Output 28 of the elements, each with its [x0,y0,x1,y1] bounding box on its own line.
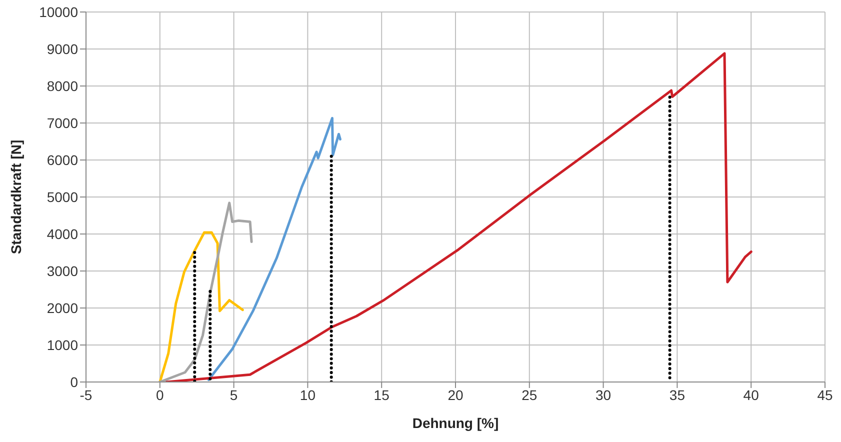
x-tick-label: 10 [300,386,316,403]
x-axis-title: Dehnung [%] [412,415,499,431]
x-tick-label: 25 [522,386,538,403]
x-tick-label: 35 [669,386,686,403]
y-tick-label: 7000 [46,114,78,131]
x-tick-label: 15 [374,386,390,403]
y-tick-label: 8000 [46,78,78,94]
y-tick-label: 10000 [39,4,78,20]
x-tick-label: -5 [80,386,92,403]
x-tick-label: 45 [817,386,833,403]
y-axis-title: Standardkraft [N] [8,140,24,254]
y-tick-label: 5000 [46,188,78,205]
line-series [158,231,244,382]
y-tick-label: 4000 [46,226,78,242]
x-tick-label: 5 [230,386,238,403]
y-tick-label: 9000 [46,40,78,57]
y-tick-label: 3000 [46,262,78,279]
x-tick-label: 40 [743,386,760,403]
x-tick-label: 30 [596,386,612,403]
y-tick-label: 6000 [46,152,78,168]
y-tick-label: 2000 [46,300,78,316]
y-tick-label: 1000 [46,336,78,353]
y-tick-label: 0 [70,374,78,390]
x-tick-label: 0 [156,386,164,403]
x-tick-label: 20 [448,386,464,403]
line-series [165,52,752,382]
line-series [207,116,342,382]
line-series [158,202,253,382]
